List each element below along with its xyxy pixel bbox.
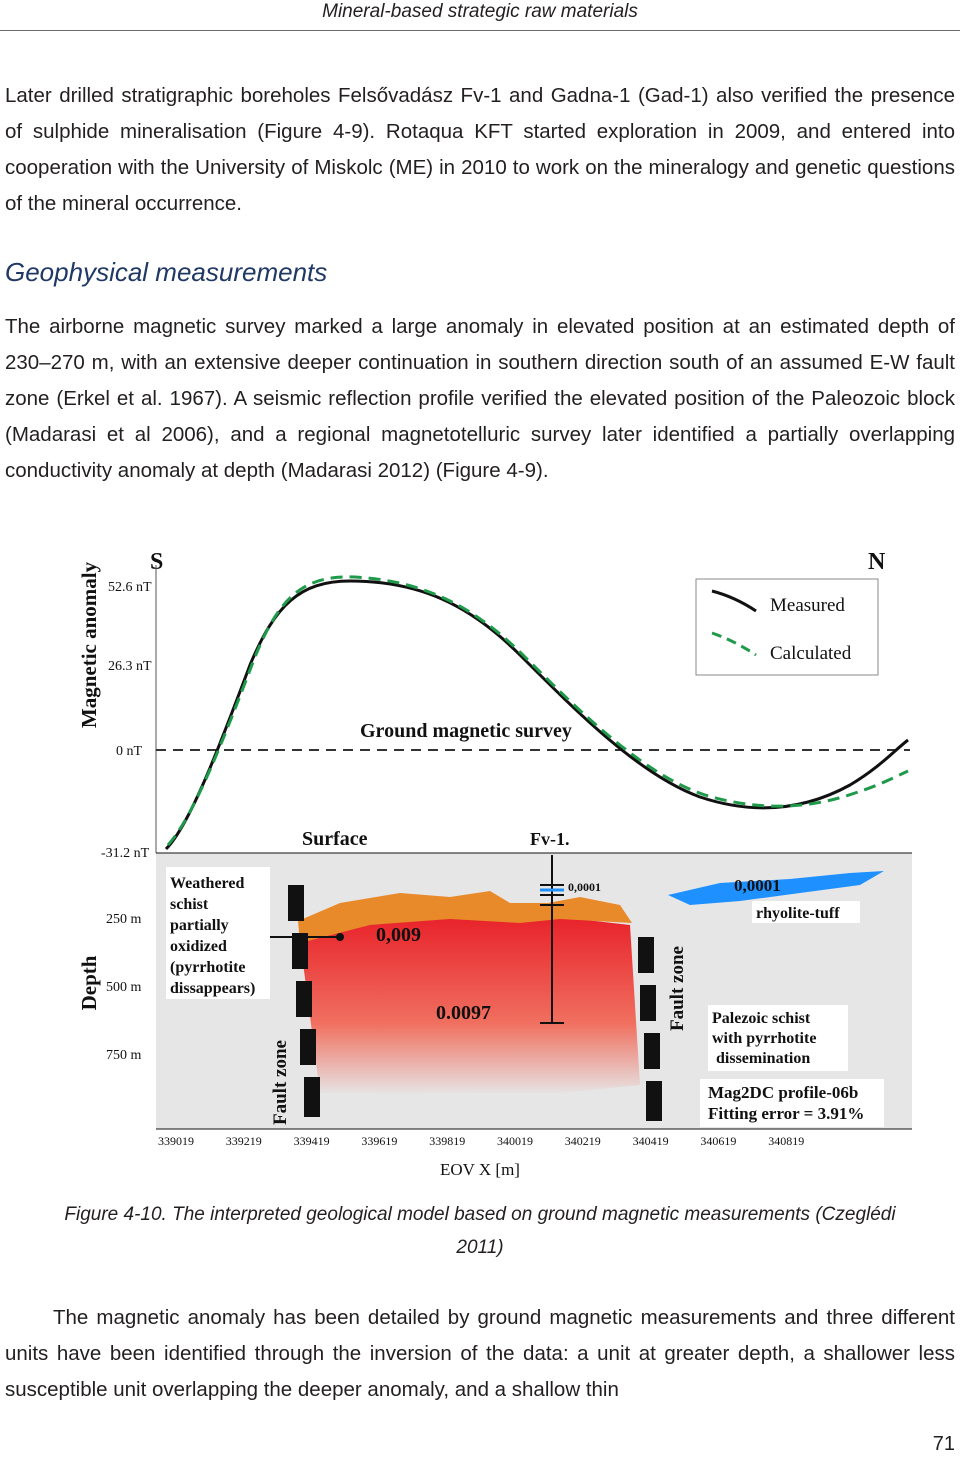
- weathered-label-box: [166, 867, 270, 999]
- fault-block: [300, 1029, 316, 1065]
- borehole-fv1: [540, 855, 564, 1024]
- surface-label: Surface: [302, 828, 368, 850]
- measured-curve: [164, 579, 909, 851]
- depth-ticks: 250 m 500 m 750 m: [106, 912, 142, 1063]
- deep-body-value: 0.0097: [436, 1002, 491, 1024]
- fault-block: [288, 885, 304, 921]
- fault-zone-label-right: Fault zone: [667, 946, 688, 1031]
- paragraph-geophysics: The airborne magnetic survey marked a la…: [5, 315, 955, 482]
- calculated-curve: [166, 575, 909, 847]
- anomaly-tick-label: 52.6 nT: [108, 580, 152, 595]
- anomaly-axis-label: Magnetic anomaly: [77, 561, 101, 728]
- weathered-line: schist: [170, 896, 209, 913]
- fault-block: [646, 1081, 662, 1121]
- borehole-value: 0,0001: [568, 880, 601, 894]
- right-fault-zone: [638, 937, 662, 1121]
- x-tick-label: 339819: [429, 1134, 465, 1148]
- depth-axis-label: Depth: [77, 955, 101, 1010]
- legend-calculated-label: Calculated: [770, 643, 852, 664]
- x-axis-label: EOV X [m]: [440, 1160, 520, 1179]
- legend-measured-label: Measured: [770, 595, 845, 616]
- paragraph-detail: The magnetic anomaly has been detailed b…: [5, 1306, 955, 1401]
- weathered-line: (pyrrhotite: [170, 959, 246, 976]
- x-tick-label: 340819: [768, 1134, 804, 1148]
- section-heading: Geophysical measurements: [5, 257, 328, 287]
- weathered-line: partially: [170, 917, 229, 934]
- anomaly-tick-label: 26.3 nT: [108, 659, 152, 674]
- direction-south: S: [150, 549, 163, 575]
- fault-block: [638, 937, 654, 973]
- depth-tick-label: 500 m: [106, 980, 142, 995]
- fault-block: [304, 1077, 320, 1117]
- profile-label-box: [700, 1079, 884, 1127]
- weathered-line: oxidized: [170, 938, 227, 955]
- page-number: 71: [932, 1433, 955, 1455]
- direction-north: N: [868, 549, 886, 575]
- x-tick-label: 339219: [226, 1134, 262, 1148]
- legend-calculated-swatch: [711, 631, 757, 657]
- palezoic-line: with pyrrhotite: [712, 1030, 816, 1047]
- geological-model-figure: Magnetic anomaly S N 52.6 nT 26.3 nT 0 n…: [77, 549, 912, 1179]
- rhyolite-label-box: [752, 901, 860, 923]
- palezoic-label: Palezoic schist with pyrrhotite dissemin…: [712, 1010, 816, 1067]
- profile-line: Mag2DC profile-06b: [708, 1083, 858, 1102]
- x-tick-labels: 339019 339219 339419 339619 339819 340019 3402…: [158, 1134, 804, 1148]
- paragraph-intro: Later drilled stratigraphic boreholes Fe…: [5, 84, 955, 215]
- header-divider: [0, 30, 960, 31]
- fault-block: [640, 985, 656, 1021]
- borehole-label: Fv-1.: [530, 829, 570, 849]
- anomaly-tick-label: -31.2 nT: [101, 846, 150, 861]
- rhyolite-body: [668, 871, 884, 905]
- rhyolite-value: 0,0001: [734, 876, 781, 895]
- anomaly-tick-label: 0 nT: [116, 744, 143, 759]
- palezoic-line: dissemination: [716, 1050, 810, 1067]
- x-tick-label: 340019: [497, 1134, 533, 1148]
- deep-susceptible-body: [300, 917, 640, 1095]
- weathered-label: Weathered schist partially oxidized (pyr…: [170, 875, 255, 997]
- figure-caption: Figure 4-10. The interpreted geological …: [64, 1204, 896, 1258]
- fault-block: [296, 981, 312, 1017]
- weathered-line: Weathered: [170, 875, 244, 892]
- x-tick-label: 340219: [565, 1134, 601, 1148]
- shallow-body-value: 0,009: [376, 924, 421, 946]
- x-tick-label: 339419: [294, 1134, 330, 1148]
- fault-zone-label-left: Fault zone: [270, 1040, 291, 1125]
- survey-label: Ground magnetic survey: [360, 720, 572, 742]
- anomaly-ticks: 52.6 nT 26.3 nT 0 nT -31.2 nT: [101, 580, 152, 861]
- profile-label: Mag2DC profile-06b Fitting error = 3.91%: [708, 1083, 864, 1123]
- fault-block: [644, 1033, 660, 1069]
- left-fault-zone: [288, 885, 320, 1117]
- x-tick-label: 340419: [633, 1134, 669, 1148]
- rhyolite-label: rhyolite-tuff: [756, 905, 840, 922]
- legend-measured-swatch: [711, 589, 757, 613]
- running-header: Mineral-based strategic raw materials: [322, 1, 638, 22]
- depth-tick-label: 250 m: [106, 912, 142, 927]
- palezoic-label-box: [708, 1005, 848, 1071]
- profile-line: Fitting error = 3.91%: [708, 1104, 864, 1123]
- palezoic-line: Palezoic schist: [712, 1010, 811, 1027]
- x-tick-label: 340619: [700, 1134, 736, 1148]
- weathered-pointer-dot: [336, 933, 344, 941]
- x-tick-label: 339019: [158, 1134, 194, 1148]
- x-tick-label: 339619: [361, 1134, 397, 1148]
- weathered-line: dissappears): [170, 980, 255, 997]
- depth-tick-label: 750 m: [106, 1048, 142, 1063]
- fault-block: [292, 933, 308, 969]
